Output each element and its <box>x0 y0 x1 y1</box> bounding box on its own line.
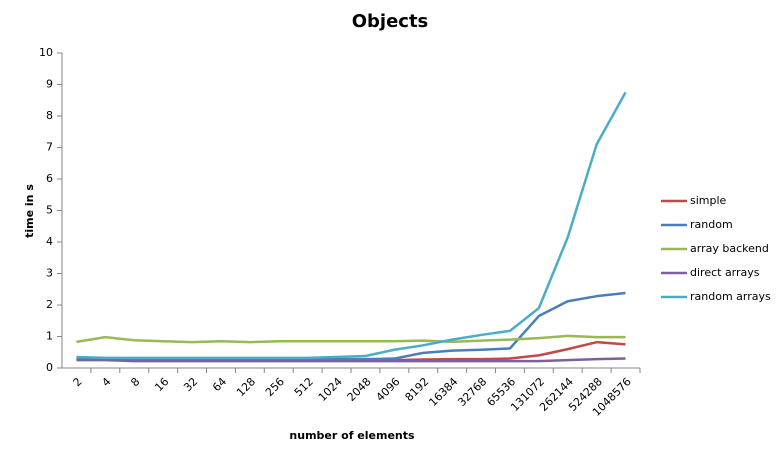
legend-label: array backend <box>690 242 769 255</box>
y-tick-label: 8 <box>46 109 53 122</box>
y-tick-label: 1 <box>46 330 53 343</box>
x-axis-label: number of elements <box>289 429 415 442</box>
y-tick-label: 10 <box>39 46 53 59</box>
legend-label: random <box>690 218 733 231</box>
y-tick-label: 6 <box>46 172 53 185</box>
chart-title: Objects <box>352 11 429 32</box>
series-line <box>76 91 627 360</box>
legend-label: simple <box>690 194 727 207</box>
y-tick-label: 5 <box>46 204 53 217</box>
y-tick-label: 9 <box>46 78 53 91</box>
y-axis-label: time in s <box>23 184 36 238</box>
y-tick-label: 3 <box>46 267 53 280</box>
legend-label: random arrays <box>690 290 771 303</box>
legend-label: direct arrays <box>690 266 760 279</box>
y-tick-label: 7 <box>46 141 53 154</box>
y-tick-label: 2 <box>46 298 53 311</box>
series-line <box>76 357 626 363</box>
y-tick-label: 0 <box>46 361 53 374</box>
series-line <box>76 334 626 344</box>
series-line <box>76 291 626 361</box>
y-tick-label: 4 <box>46 235 53 248</box>
